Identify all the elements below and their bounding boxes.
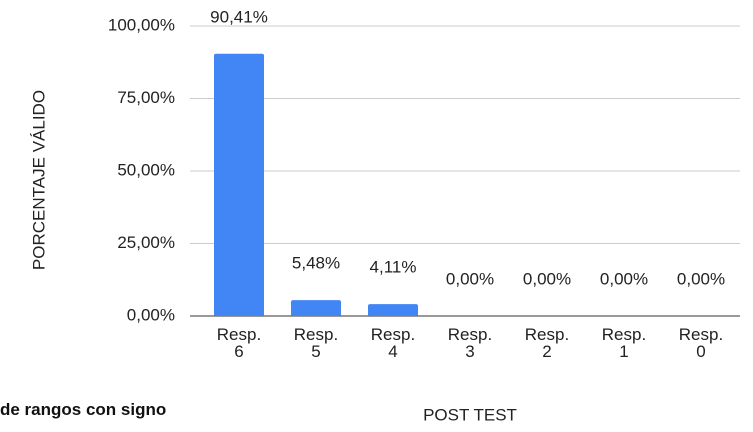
x-tick-label: Resp. 0 xyxy=(678,325,724,361)
data-label: 0,00% xyxy=(523,269,571,288)
data-label: 5,48% xyxy=(292,254,340,273)
y-tick-label: 100,00% xyxy=(108,15,175,34)
x-tick-label: Resp. 2 xyxy=(524,325,570,361)
annotation: de rangos con signo xyxy=(0,400,167,419)
data-label: 4,11% xyxy=(370,258,417,277)
x-tick-label: Resp. 3 xyxy=(447,325,493,361)
y-tick-label: 25,00% xyxy=(117,233,175,252)
data-label: 0,00% xyxy=(446,269,494,288)
y-axis-label: PORCENTAJE VÁLIDO xyxy=(29,90,48,270)
x-tick-label: Resp. 6 xyxy=(216,325,262,361)
bar xyxy=(291,300,341,316)
data-label: 0,00% xyxy=(677,269,725,288)
x-tick-label: Resp. 5 xyxy=(293,325,339,361)
bar xyxy=(368,304,418,316)
data-label: 90,41% xyxy=(210,7,268,26)
x-tick-label: Resp. 4 xyxy=(370,325,416,361)
bar xyxy=(214,53,264,316)
y-tick-label: 0,00% xyxy=(127,305,175,324)
y-tick-label: 50,00% xyxy=(117,160,175,179)
data-label: 0,00% xyxy=(600,269,648,288)
x-tick-label: Resp. 1 xyxy=(601,325,647,361)
x-axis-label: POST TEST xyxy=(423,405,517,424)
y-tick-label: 75,00% xyxy=(117,88,175,107)
